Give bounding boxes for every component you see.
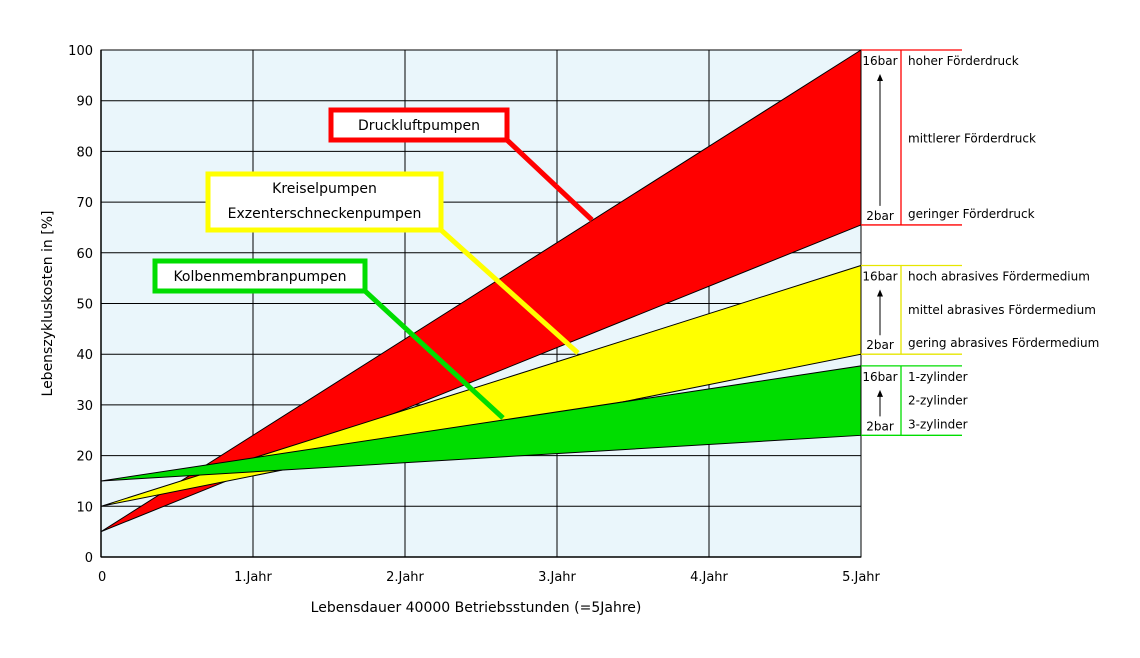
band-annotation: geringer Förderdruck: [908, 207, 1035, 221]
y-tick-label: 70: [76, 196, 93, 211]
kolbenmembranpumpen-label-box: [152, 258, 368, 294]
pressure-low-label: 2bar: [866, 209, 894, 223]
y-tick-label: 90: [76, 95, 93, 110]
y-axis-title: Lebenszykluskosten in [%]: [40, 211, 56, 397]
pressure-arrow-head: [877, 289, 883, 297]
x-tick-label: 0: [98, 570, 106, 585]
x-tick-label: 4.Jahr: [690, 570, 728, 585]
band-annotation: 3-zylinder: [908, 417, 968, 431]
y-tick-label: 50: [76, 298, 93, 313]
band-annotation: hoher Förderdruck: [908, 54, 1019, 68]
plot-frame: [100, 49, 862, 558]
y-tick-label: 60: [76, 247, 93, 262]
label-pointer-line: [505, 138, 594, 222]
y-tick-label: 10: [76, 500, 93, 515]
series-label: Kolbenmembranpumpen: [173, 269, 346, 285]
y-tick-label: 80: [76, 145, 93, 160]
label-pointer-line: [439, 228, 580, 355]
pressure-low-label: 2bar: [866, 338, 894, 352]
pressure-arrow-head: [877, 389, 883, 397]
x-tick-label: 1.Jahr: [234, 570, 272, 585]
y-tick-label: 0: [85, 551, 93, 566]
pressure-arrow-head: [877, 74, 883, 81]
pressure-high-label: 16bar: [862, 54, 897, 68]
series-label: Kreiselpumpen: [272, 181, 377, 197]
pressure-high-label: 16bar: [862, 269, 897, 283]
pressure-high-label: 16bar: [862, 370, 897, 384]
y-tick-label: 30: [76, 399, 93, 414]
band-annotation: gering abrasives Fördermedium: [908, 336, 1099, 350]
x-tick-label: 3.Jahr: [538, 570, 576, 585]
kreiselpumpen-label-box: [205, 171, 444, 233]
band-annotation: 2-zylinder: [908, 394, 968, 408]
series-label: Exzenterschneckenpumpen: [228, 206, 422, 222]
x-tick-label: 2.Jahr: [386, 570, 424, 585]
druckluftpumpen-label-box: [328, 107, 510, 143]
y-tick-label: 40: [76, 348, 93, 363]
band-annotation: hoch abrasives Fördermedium: [908, 269, 1090, 283]
x-tick-label: 5.Jahr: [842, 570, 880, 585]
series-label: Druckluftpumpen: [358, 118, 480, 134]
pressure-low-label: 2bar: [866, 419, 894, 433]
label-pointer-line: [363, 289, 505, 420]
y-tick-label: 20: [76, 450, 93, 465]
x-axis-title: Lebensdauer 40000 Betriebsstunden (=5Jah…: [311, 600, 642, 616]
band-annotation: mittel abrasives Fördermedium: [908, 303, 1096, 317]
band-annotation: 1-zylinder: [908, 370, 968, 384]
band-annotation: mittlerer Förderdruck: [908, 131, 1036, 145]
y-tick-label: 100: [68, 44, 93, 59]
